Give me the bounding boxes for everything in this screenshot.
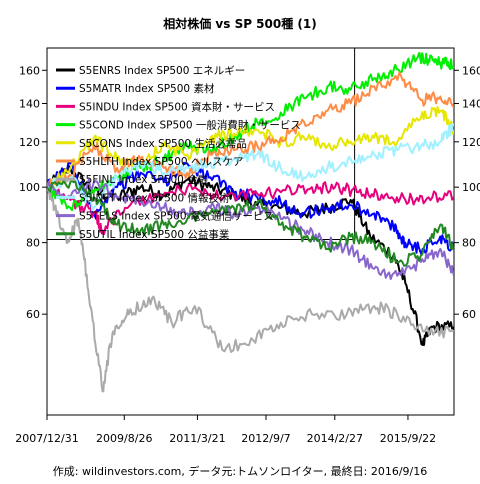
- x-tick-label: 2015/9/22: [380, 432, 436, 445]
- legend: S5ENRS Index SP500 エネルギー S5MATR Index SP5…: [56, 65, 301, 241]
- x-axis: 2007/12/31 2009/8/26 2011/3/21 2012/9/7 2014…: [15, 415, 436, 445]
- legend-label: S5HLTH Index SP500 ヘルスケア: [79, 156, 243, 168]
- legend-label: S5INDU Index SP500 資本財・サービス: [79, 100, 275, 113]
- series-line-8: [47, 122, 454, 212]
- x-tick-label: 2007/12/31: [15, 432, 78, 445]
- legend-label: S5TELS Index SP500 電気通信サービス: [79, 210, 274, 223]
- legend-label: S5MATR Index SP500 素材: [79, 82, 215, 95]
- y-tick-label-left: 80: [26, 237, 40, 250]
- y-tick-label-right: 100: [462, 181, 480, 194]
- series-line-2: [47, 160, 454, 256]
- legend-label: S5ENRS Index SP500 エネルギー: [79, 65, 245, 77]
- series-lines: [47, 51, 454, 393]
- legend-label: S5FINL Index SP500 金融: [79, 173, 209, 186]
- y-tick-label-right: 80: [462, 237, 476, 250]
- legend-label: S5COND Index SP500 一般消費財・サービス: [79, 119, 301, 132]
- chart-title: 相対株価 vs SP 500種 (1): [163, 16, 316, 31]
- y-tick-label-right: 140: [462, 97, 480, 110]
- legend-label: S5UTIL Index SP500 公益事業: [79, 228, 230, 241]
- x-tick-label: 2009/8/26: [96, 432, 152, 445]
- series-line-7: [47, 186, 454, 393]
- x-tick-label: 2014/2/27: [307, 432, 363, 445]
- y-axis-left: 60 80 100 120 140 160: [19, 64, 47, 321]
- chart-caption: 作成: wildinvestors.com, データ元:トムソンロイター, 最終…: [53, 464, 427, 478]
- y-tick-label-left: 140: [19, 97, 40, 110]
- series-line-6: [47, 71, 454, 193]
- x-tick-label: 2011/3/21: [169, 432, 225, 445]
- y-tick-label-left: 120: [19, 136, 40, 149]
- series-line-3: [47, 181, 454, 235]
- x-tick-label: 2012/9/7: [241, 432, 290, 445]
- legend-label: S5INFT Index SP500 情報技術: [79, 191, 230, 204]
- y-tick-label-left: 160: [19, 64, 40, 77]
- y-axis-right: 60 80 100 120 140 160: [454, 64, 480, 321]
- series-line-10: [47, 179, 454, 267]
- plot-frame: [46, 47, 455, 416]
- y-tick-label-left: 60: [26, 308, 40, 321]
- legend-label: S5CONS Index SP500 生活必需品: [79, 137, 247, 150]
- y-tick-label-right: 60: [462, 308, 476, 321]
- y-tick-label-right: 120: [462, 136, 480, 149]
- series-line-5: [47, 106, 454, 188]
- series-line-9: [47, 178, 454, 280]
- y-tick-label-right: 160: [462, 64, 480, 77]
- y-tick-label-left: 100: [19, 181, 40, 194]
